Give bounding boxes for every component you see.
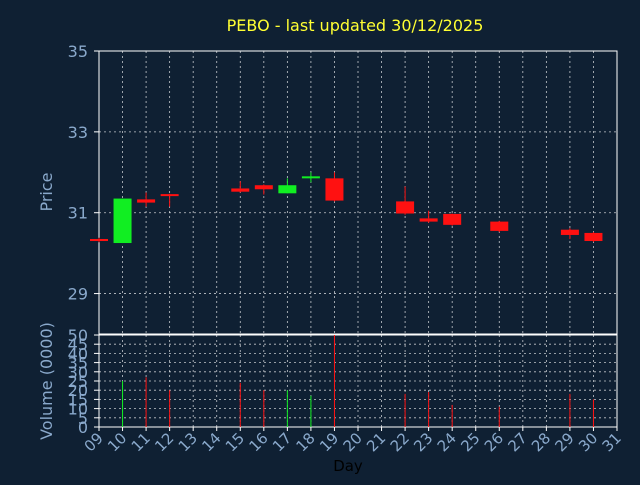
x-tick-label: 31 bbox=[599, 429, 625, 455]
x-tick-label: 23 bbox=[410, 429, 436, 455]
candle-body bbox=[584, 232, 603, 242]
candle-body bbox=[254, 185, 273, 190]
volume-tick-label: 45 bbox=[68, 335, 88, 354]
volume-axis-label: Volume (0000) bbox=[37, 322, 56, 440]
volume-tick-label: 5 bbox=[78, 409, 88, 428]
candle-body bbox=[90, 238, 108, 242]
volume-tick-label: 30 bbox=[68, 363, 88, 382]
x-tick-label: 30 bbox=[575, 429, 601, 455]
price-axis-label: Price bbox=[37, 172, 56, 211]
price-tick-label: 33 bbox=[68, 123, 88, 142]
x-tick-label: 28 bbox=[528, 429, 554, 455]
x-axis-title: Day bbox=[333, 457, 363, 475]
candle-body bbox=[160, 194, 179, 197]
volume-tick-label: 40 bbox=[68, 344, 88, 363]
candle-body bbox=[490, 221, 509, 231]
volume-tick-label: 35 bbox=[68, 354, 88, 373]
candle-body bbox=[325, 178, 344, 201]
volume-tick-label: 20 bbox=[68, 381, 88, 400]
x-tick-label: 15 bbox=[222, 429, 248, 455]
x-tick-label: 17 bbox=[269, 429, 295, 455]
candle-body bbox=[278, 185, 297, 194]
x-tick-label: 16 bbox=[245, 429, 271, 455]
candle-body bbox=[137, 199, 156, 203]
x-tick-label: 29 bbox=[552, 429, 578, 455]
candle-body bbox=[560, 229, 579, 235]
x-tick-label: 19 bbox=[316, 429, 342, 455]
x-tick-label: 26 bbox=[481, 429, 507, 455]
x-tick-label: 21 bbox=[363, 429, 389, 455]
candle-body bbox=[396, 201, 415, 214]
candle-body bbox=[113, 198, 132, 244]
price-panel: 29 31 33 35 bbox=[68, 42, 618, 335]
volume-tick-label: 0 bbox=[78, 418, 88, 437]
x-tick-label: 22 bbox=[387, 429, 413, 455]
x-tick-label: 27 bbox=[504, 429, 530, 455]
x-tick-label: 24 bbox=[434, 429, 460, 455]
candle-body bbox=[443, 213, 462, 225]
volume-tick-label: 10 bbox=[68, 400, 88, 419]
volume-tick-label: 25 bbox=[68, 372, 88, 391]
volume-tick-label: 15 bbox=[68, 390, 88, 409]
x-tick-label: 14 bbox=[198, 429, 224, 455]
volume-tick-label: 50 bbox=[68, 326, 88, 345]
x-tick-label: 11 bbox=[128, 429, 154, 455]
chart-title: PEBO - last updated 30/12/2025 bbox=[227, 16, 484, 35]
x-tick-label: 18 bbox=[293, 429, 319, 455]
price-tick-label: 31 bbox=[68, 204, 88, 223]
candle-body bbox=[301, 176, 320, 179]
x-tick-label: 25 bbox=[457, 429, 483, 455]
x-tick-label: 12 bbox=[151, 429, 177, 455]
price-tick-label: 29 bbox=[68, 285, 88, 304]
volume-panel: 0910111213141516171819202122232425262728… bbox=[68, 326, 625, 455]
x-tick-label: 13 bbox=[175, 429, 201, 455]
x-tick-label: 10 bbox=[104, 429, 130, 455]
candle-body bbox=[419, 218, 438, 222]
candle-body bbox=[231, 188, 250, 192]
x-tick-label: 20 bbox=[340, 429, 366, 455]
price-tick-label: 35 bbox=[68, 42, 88, 61]
